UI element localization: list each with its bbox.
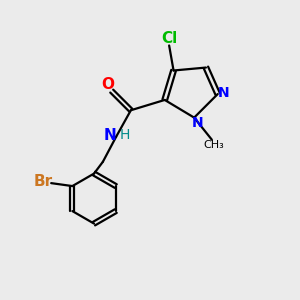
Text: N: N xyxy=(218,85,230,100)
Text: N: N xyxy=(191,116,203,130)
Text: O: O xyxy=(102,77,115,92)
Text: Br: Br xyxy=(33,174,52,189)
Text: H: H xyxy=(120,128,130,142)
Text: Cl: Cl xyxy=(161,32,177,46)
Text: N: N xyxy=(103,128,116,143)
Text: CH₃: CH₃ xyxy=(203,140,224,150)
